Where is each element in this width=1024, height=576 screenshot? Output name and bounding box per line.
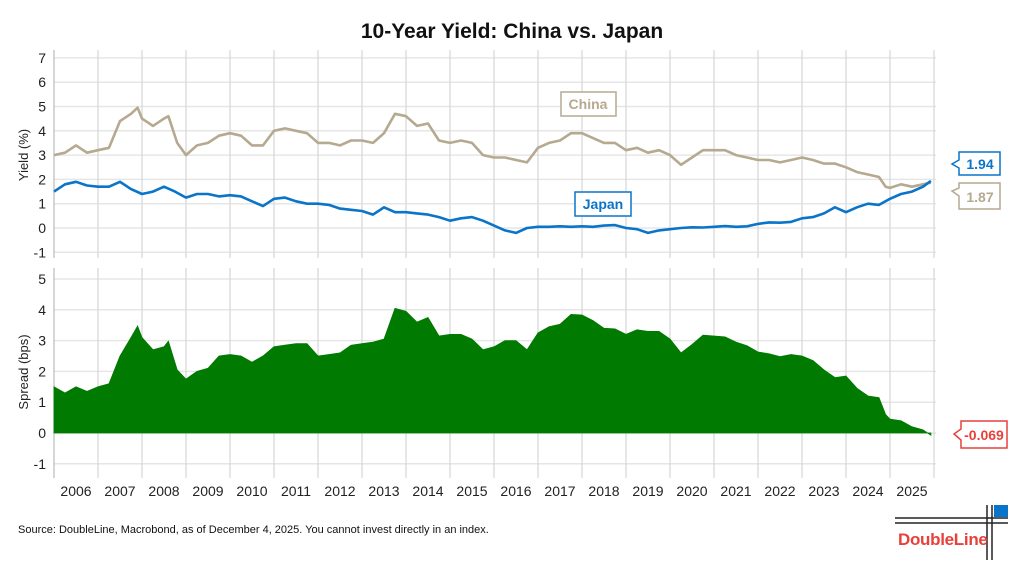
top-y-tick-label: 2 <box>38 171 46 187</box>
china-end-callout: 1.87 <box>950 182 1001 210</box>
x-tick-label: 2022 <box>764 483 795 499</box>
top-y-tick-label: 4 <box>38 123 46 139</box>
china-end-value: 1.87 <box>966 189 993 205</box>
x-tick-label: 2023 <box>808 483 839 499</box>
x-tick-label: 2024 <box>852 483 883 499</box>
doubleline-logo: DoubleLine <box>898 530 988 549</box>
x-tick-label: 2006 <box>60 483 91 499</box>
spread-area-fill <box>53 307 932 436</box>
x-tick-label: 2012 <box>324 483 355 499</box>
japan-end-value: 1.94 <box>966 156 993 172</box>
japan-label-text: Japan <box>583 196 623 212</box>
bottom-y-tick-label: 1 <box>38 394 46 410</box>
x-tick-label: 2019 <box>632 483 663 499</box>
yield-lines <box>53 106 932 235</box>
tick-labels: -1 0 1 2 3 4 5 6 7 -1 0 1 2 3 4 5 2006 2007 2008 2009 2010 20… <box>34 50 928 499</box>
chart-title: 10-Year Yield: China vs. Japan <box>361 20 663 43</box>
x-tick-label: 2015 <box>456 483 487 499</box>
source-note: Source: DoubleLine, Macrobond, as of Dec… <box>18 524 489 536</box>
x-tick-label: 2009 <box>192 483 223 499</box>
china-legend-label: China <box>560 91 617 117</box>
bottom-y-axis-label: Spread (bps) <box>16 334 31 409</box>
spread-end-callout: -0.069 <box>952 420 1008 449</box>
china-label-text: China <box>569 96 608 112</box>
bottom-y-tick-label: 2 <box>38 363 46 379</box>
x-tick-label: 2013 <box>368 483 399 499</box>
spread-area <box>53 307 932 436</box>
x-tick-label: 2010 <box>236 483 267 499</box>
bottom-y-tick-label: 5 <box>38 271 46 287</box>
x-tick-label: 2007 <box>104 483 135 499</box>
top-y-tick-label: 5 <box>38 99 46 115</box>
china-yield-line <box>53 106 932 190</box>
bottom-y-tick-label: 4 <box>38 302 46 318</box>
x-tick-label: 2014 <box>412 483 443 499</box>
top-y-axis-label: Yield (%) <box>16 129 31 181</box>
x-tick-label: 2021 <box>720 483 751 499</box>
x-tick-label: 2011 <box>281 483 311 499</box>
x-tick-label: 2025 <box>896 483 927 499</box>
x-tick-label: 2008 <box>148 483 179 499</box>
x-tick-label: 2016 <box>500 483 531 499</box>
top-y-tick-label: -1 <box>34 244 47 260</box>
top-y-tick-label: 6 <box>38 74 46 90</box>
bottom-y-tick-label: -1 <box>34 456 47 472</box>
x-tick-label: 2017 <box>544 483 575 499</box>
top-y-tick-label: 1 <box>38 196 46 212</box>
spread-end-value: -0.069 <box>964 427 1004 443</box>
top-y-tick-label: 7 <box>38 50 46 66</box>
japan-yield-line <box>53 179 932 235</box>
top-y-tick-label: 3 <box>38 147 46 163</box>
x-tick-label: 2018 <box>588 483 619 499</box>
japan-end-callout: 1.94 <box>950 151 1001 176</box>
bottom-y-tick-label: 3 <box>38 333 46 349</box>
doubleline-logo-mark <box>895 505 1008 560</box>
top-y-tick-label: 0 <box>38 220 46 236</box>
japan-legend-label: Japan <box>574 191 632 217</box>
bottom-y-tick-label: 0 <box>38 425 46 441</box>
x-tick-label: 2020 <box>676 483 707 499</box>
